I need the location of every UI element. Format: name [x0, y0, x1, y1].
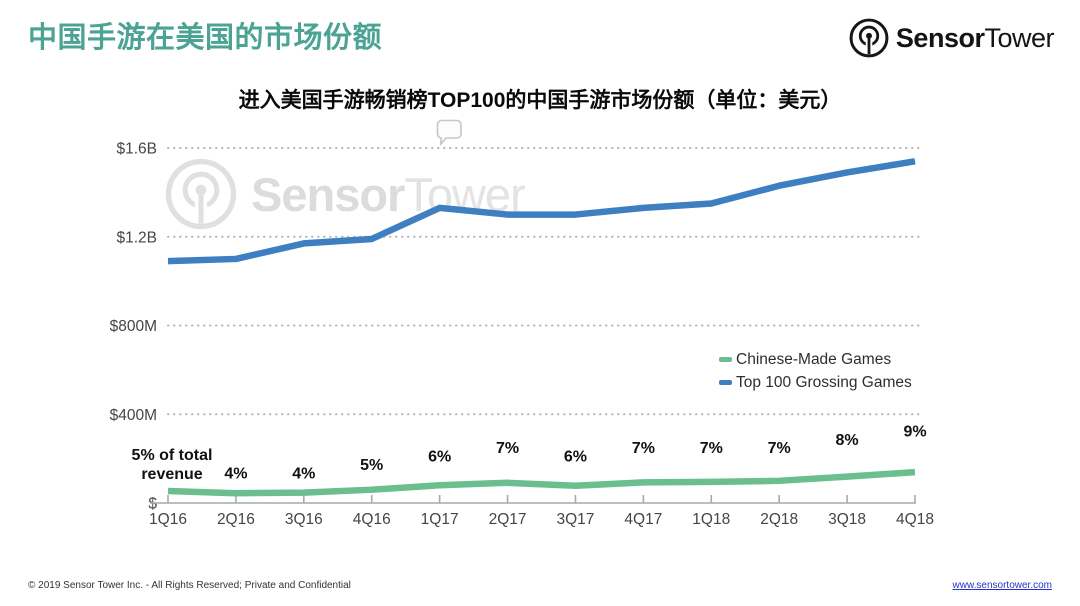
watermark-logo-icon — [165, 158, 237, 230]
pct-label: 7% — [700, 440, 723, 457]
pct-label: 7% — [496, 440, 519, 457]
comment-bubble-icon[interactable] — [436, 119, 463, 147]
x-axis-label: 2Q16 — [217, 511, 255, 528]
first-point-annotation: revenue — [141, 466, 202, 483]
legend-label: Top 100 Grossing Games — [736, 373, 912, 391]
pct-label: 4% — [292, 465, 315, 482]
sensortower-logo: SensorTower — [848, 17, 1054, 59]
pct-label: 8% — [836, 432, 859, 449]
pct-label: 7% — [768, 440, 791, 457]
y-axis-label: $400M — [110, 407, 157, 424]
x-axis-label: 3Q18 — [828, 511, 866, 528]
footer-website-link[interactable]: www.sensortower.com — [952, 580, 1052, 591]
legend-item-chinese-made-games: Chinese-Made Games — [719, 348, 912, 371]
x-axis-label: 2Q17 — [489, 511, 527, 528]
series-line-top-100-grossing-games — [167, 158, 916, 265]
x-axis-label: 3Q16 — [285, 511, 323, 528]
x-axis-label: 2Q18 — [760, 511, 798, 528]
chart-title: 进入美国手游畅销榜TOP100的中国手游市场份额（单位：美元） — [238, 89, 842, 112]
page-title: 中国手游在美国的市场份额 — [28, 22, 383, 54]
y-axis-label: $ — [148, 496, 157, 513]
y-axis-label: $800M — [110, 318, 157, 335]
pct-label: 7% — [632, 440, 655, 457]
sensortower-logo-icon — [849, 18, 889, 58]
pct-label: 9% — [903, 423, 926, 440]
legend-swatch-green — [719, 357, 732, 362]
y-axis-label: $1.2B — [116, 229, 157, 246]
x-axis-label: 1Q17 — [421, 511, 459, 528]
legend-label: Chinese-Made Games — [736, 350, 892, 368]
x-axis-label: 3Q17 — [556, 511, 594, 528]
pct-label: 4% — [224, 465, 247, 482]
first-point-annotation: 5% of total — [132, 447, 213, 464]
series-line-chinese-made-games — [167, 468, 916, 497]
watermark: SensorTower — [163, 156, 526, 232]
x-axis-label: 4Q16 — [353, 511, 391, 528]
pct-label: 6% — [564, 449, 587, 466]
x-axis-label: 1Q16 — [149, 511, 187, 528]
x-axis-label: 1Q18 — [692, 511, 730, 528]
pct-label: 6% — [428, 449, 451, 466]
legend: Chinese-Made Games Top 100 Grossing Game… — [719, 348, 912, 394]
legend-swatch-blue — [719, 380, 732, 385]
x-axis-label: 4Q18 — [896, 511, 934, 528]
footer-copyright: © 2019 Sensor Tower Inc. - All Rights Re… — [28, 580, 351, 591]
sensortower-logo-text: SensorTower — [895, 22, 1055, 53]
y-axis-label: $1.6B — [116, 141, 157, 158]
pct-label: 5% — [360, 457, 383, 474]
legend-item-top100-grossing-games: Top 100 Grossing Games — [719, 371, 912, 394]
x-axis-label: 4Q17 — [624, 511, 662, 528]
